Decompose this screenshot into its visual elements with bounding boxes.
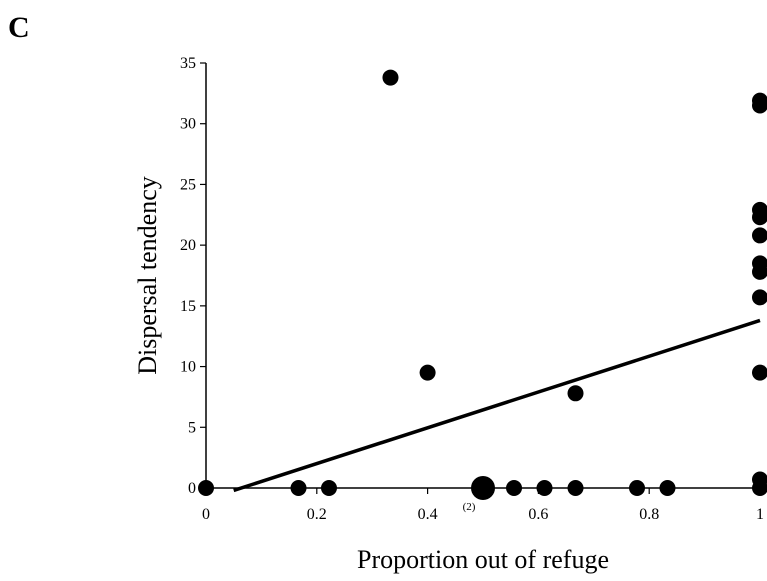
x-axis-title: Proportion out of refuge: [357, 545, 609, 574]
data-point: [382, 69, 399, 86]
data-point: [752, 289, 767, 306]
panel-label: C: [8, 11, 30, 44]
data-point: [752, 92, 767, 109]
data-point: [629, 480, 646, 496]
data-points: (2): [198, 69, 767, 513]
data-point: [419, 364, 436, 381]
data-point: [290, 480, 307, 496]
y-tick-label: 0: [188, 480, 196, 497]
data-point: [471, 476, 495, 500]
y-tick-label: 10: [180, 359, 196, 376]
y-tick-label: 20: [180, 237, 196, 254]
axes: 0 5 10 15 20 25 30 35 0 0.2 0.4 0.6 0.8 1: [180, 55, 764, 523]
data-point: [567, 385, 584, 402]
data-point: [752, 255, 767, 272]
data-point: [198, 480, 214, 496]
data-point: [320, 480, 337, 496]
y-tick-label: 25: [180, 176, 196, 193]
x-tick-label: 0: [202, 506, 210, 523]
point-count-label: (2): [463, 501, 476, 513]
data-point: [752, 364, 767, 381]
data-point: [567, 480, 584, 496]
x-tick-label: 0.8: [639, 506, 659, 523]
data-point: [659, 480, 676, 496]
data-point: [752, 471, 767, 488]
y-axis-title: Dispersal tendency: [133, 176, 162, 375]
y-tick-label: 30: [180, 116, 196, 133]
regression-line: [233, 318, 761, 493]
y-tick-label: 35: [180, 55, 196, 72]
x-tick-label: 1: [756, 506, 764, 523]
x-tick-label: 0.4: [418, 506, 438, 523]
data-point: [536, 480, 553, 496]
y-tick-label: 15: [180, 298, 196, 315]
data-point: [752, 227, 767, 244]
y-tick-label: 5: [188, 419, 196, 436]
data-point: [752, 201, 767, 218]
x-tick-label: 0.6: [528, 506, 548, 523]
regression-line-layer: [233, 318, 761, 493]
data-point: [506, 480, 523, 496]
x-tick-label: 0.2: [307, 506, 327, 523]
